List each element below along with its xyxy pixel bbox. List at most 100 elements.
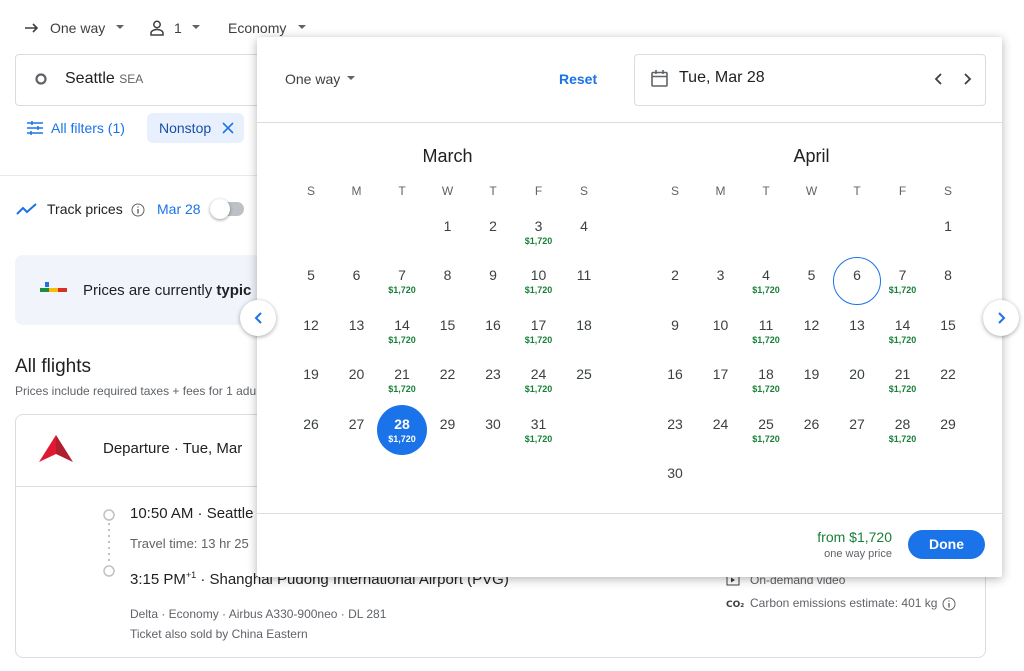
day[interactable]: 11 (758, 316, 774, 333)
banner-text: Prices are currently typic (83, 282, 251, 300)
day[interactable]: 4 (762, 267, 770, 284)
day[interactable]: 2 (489, 218, 497, 234)
caret (347, 76, 355, 80)
day[interactable]: 12 (803, 316, 820, 333)
day[interactable]: 24 (712, 415, 729, 432)
day[interactable]: 13 (849, 316, 865, 333)
day-price: $1,720 (524, 285, 553, 296)
chip-close[interactable] (222, 122, 234, 134)
day[interactable]: 17 (530, 316, 547, 333)
day[interactable]: 19 (803, 366, 820, 383)
day[interactable]: 5 (807, 267, 816, 284)
day[interactable]: 6 (352, 267, 361, 284)
weekday: F (534, 184, 543, 198)
day[interactable]: 12 (303, 316, 319, 333)
origin-icon (35, 73, 47, 85)
day[interactable]: 3 (534, 218, 543, 234)
cabin[interactable]: Economy (228, 20, 287, 36)
day[interactable]: 27 (348, 415, 365, 432)
calendar-icon (651, 70, 668, 87)
picker-divider (257, 122, 1002, 123)
day[interactable]: 29 (940, 415, 956, 432)
day[interactable]: 20 (849, 366, 865, 383)
info-icon[interactable] (131, 203, 145, 217)
day[interactable]: 21 (894, 366, 911, 383)
day[interactable]: 21 (394, 366, 410, 383)
day[interactable]: 30 (485, 415, 501, 432)
day[interactable]: 22 (940, 366, 956, 383)
day[interactable]: 24 (530, 366, 547, 383)
prev-date[interactable] (934, 73, 942, 85)
arrow-icon (25, 23, 39, 33)
day[interactable]: 7 (898, 267, 907, 284)
day[interactable]: 23 (485, 366, 501, 383)
day[interactable]: 16 (485, 316, 501, 333)
day[interactable]: 11 (576, 267, 592, 284)
day[interactable]: 14 (894, 316, 911, 333)
footer-price: from $1,720 (817, 529, 892, 545)
day[interactable]: 6 (853, 267, 861, 284)
day[interactable]: 26 (303, 415, 319, 432)
day[interactable]: 10 (712, 316, 729, 333)
day[interactable]: 31 (530, 415, 547, 432)
weekday: T (853, 184, 861, 198)
day[interactable]: 23 (667, 415, 683, 432)
day[interactable]: 30 (667, 465, 683, 481)
next-date[interactable] (964, 73, 972, 85)
day[interactable]: 26 (803, 415, 820, 432)
day[interactable]: 18 (758, 366, 774, 383)
caret (298, 25, 306, 29)
day[interactable]: 28 (394, 415, 410, 432)
weekday: S (943, 184, 952, 198)
day[interactable]: 18 (576, 316, 592, 333)
day-offset: +1 (185, 570, 197, 580)
origin-code: SEA (119, 72, 144, 86)
day[interactable]: 15 (439, 316, 456, 333)
prev-month[interactable] (240, 300, 276, 336)
day[interactable]: 7 (398, 267, 406, 284)
origin: Seattle SEA (65, 70, 143, 88)
info-icon[interactable] (942, 597, 956, 611)
passengers[interactable]: 1 (174, 20, 182, 36)
all-filters[interactable]: All filters (1) (51, 120, 125, 136)
day[interactable]: 13 (348, 316, 365, 333)
track-date: Mar 28 (157, 201, 201, 217)
day[interactable]: 14 (394, 316, 410, 333)
trip-type[interactable]: One way (50, 20, 106, 36)
day[interactable]: 9 (671, 316, 679, 333)
done-button[interactable]: Done (908, 530, 985, 559)
day[interactable]: 20 (348, 366, 365, 383)
day[interactable]: 4 (580, 218, 588, 234)
day[interactable]: 22 (439, 366, 456, 383)
day[interactable]: 5 (307, 267, 315, 284)
picker-trip-type[interactable]: One way (285, 71, 341, 87)
next-month[interactable] (983, 300, 1019, 336)
day[interactable]: 17 (712, 366, 729, 383)
timeline (103, 509, 115, 577)
day[interactable]: 10 (530, 267, 547, 284)
price-gauge-icon (40, 282, 67, 292)
day[interactable]: 3 (716, 267, 725, 284)
day[interactable]: 1 (443, 218, 452, 234)
reset-button[interactable]: Reset (559, 71, 598, 87)
day[interactable]: 19 (303, 366, 319, 383)
day[interactable]: 16 (667, 366, 683, 383)
day[interactable]: 27 (849, 415, 865, 432)
day[interactable]: 8 (443, 267, 452, 284)
today-marker (833, 257, 881, 306)
day[interactable]: 8 (944, 267, 952, 284)
day[interactable]: 25 (758, 415, 774, 432)
day[interactable]: 1 (944, 218, 952, 234)
also-sold: Ticket also sold by China Eastern (130, 627, 308, 641)
day[interactable]: 2 (671, 267, 679, 284)
day[interactable]: 28 (894, 415, 911, 432)
weekday: W (805, 184, 818, 198)
day[interactable]: 29 (439, 415, 456, 432)
toggle-knob (210, 199, 230, 219)
date-field[interactable] (634, 54, 986, 106)
day[interactable]: 9 (489, 267, 497, 284)
day[interactable]: 15 (940, 316, 956, 333)
weekday: M (715, 184, 726, 198)
day[interactable]: 25 (576, 366, 592, 383)
day-price: $1,720 (388, 334, 416, 345)
